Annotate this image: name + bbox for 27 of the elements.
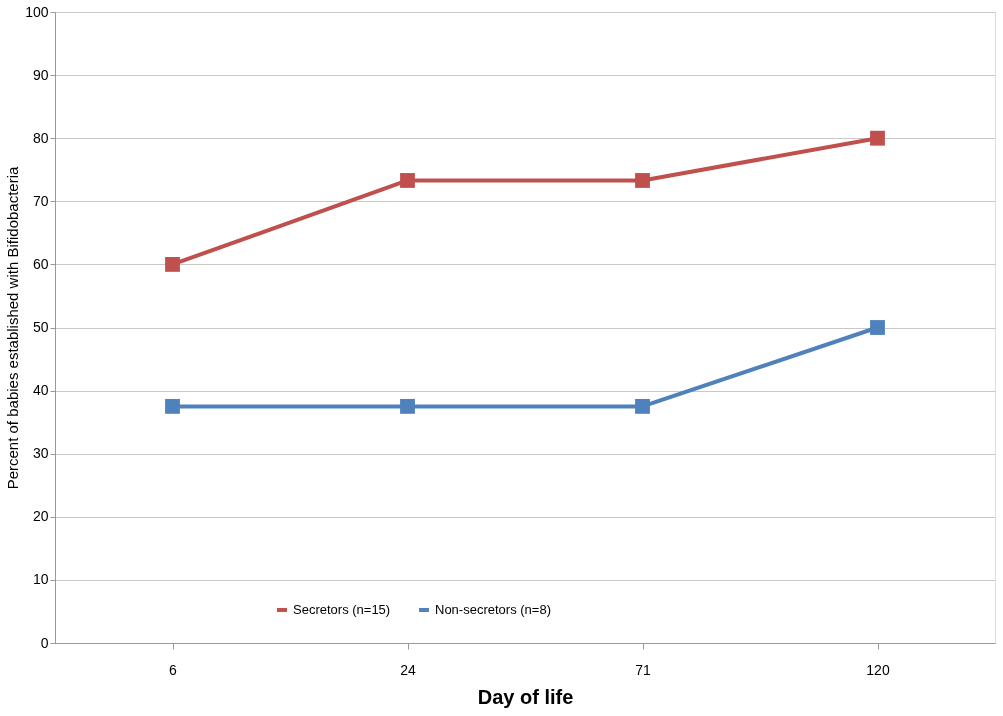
y-tick-label: 70 bbox=[32, 192, 49, 209]
x-tick-label: 6 bbox=[169, 661, 178, 678]
point bbox=[165, 398, 180, 414]
x-tick-label: 71 bbox=[635, 661, 651, 678]
x-tick-label: 24 bbox=[400, 661, 416, 678]
y-tick-label: 10 bbox=[32, 571, 49, 588]
x-axis-title: Day of life bbox=[477, 685, 574, 708]
point bbox=[870, 130, 885, 146]
y-tick-label: 90 bbox=[32, 66, 49, 83]
y-tick-label: 20 bbox=[32, 508, 49, 525]
point bbox=[635, 173, 650, 188]
y-tick-label: 80 bbox=[32, 129, 49, 146]
point bbox=[400, 398, 415, 414]
y-tick-label: 50 bbox=[32, 319, 49, 335]
y-tick-label: 100 bbox=[25, 3, 49, 20]
y-tick-label: 60 bbox=[32, 255, 49, 272]
x-tick-label: 120 bbox=[866, 661, 890, 678]
y-tick-label: 30 bbox=[32, 445, 49, 462]
legend-label: Non-secretors (n=8) bbox=[435, 601, 551, 617]
legend-label: Secretors (n=15) bbox=[293, 601, 391, 617]
y-tick-label: 0 bbox=[40, 634, 49, 651]
point bbox=[635, 398, 650, 414]
y-tick-label: 40 bbox=[32, 382, 49, 399]
y-axis-title: Percent of babies established with Bifidobacteria bbox=[4, 166, 22, 490]
point bbox=[400, 173, 415, 188]
point bbox=[165, 256, 180, 272]
point bbox=[870, 320, 885, 335]
